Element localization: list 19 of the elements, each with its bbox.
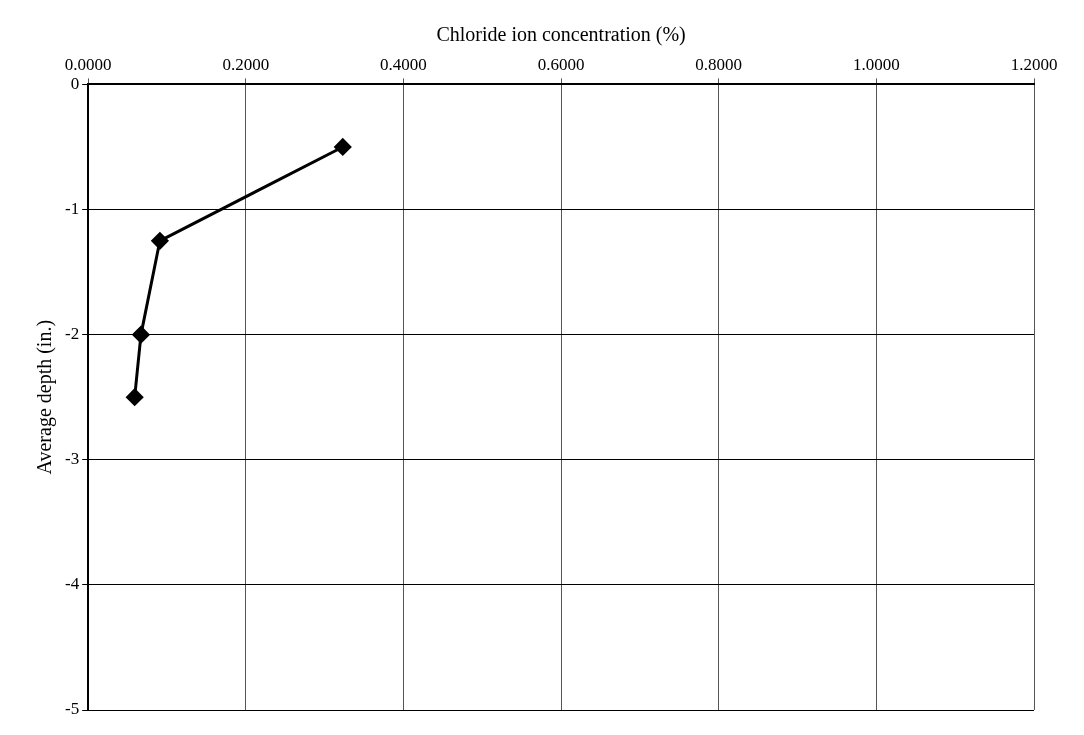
x-tick-label: 1.2000 (1010, 54, 1058, 74)
y-tick-label: -5 (64, 699, 80, 719)
y-tick-label: -3 (64, 449, 80, 469)
y-tick-label: 0 (70, 73, 80, 93)
x-tick-label: 0.6000 (537, 54, 585, 74)
point (132, 326, 150, 344)
point (334, 138, 352, 156)
x-tick-label: 0.4000 (380, 54, 427, 74)
x-tick-label: 0.8000 (695, 54, 743, 74)
x-tick-label: 0.0000 (64, 54, 112, 74)
x-tick-label: 1.0000 (852, 54, 900, 74)
point (151, 232, 169, 250)
point (126, 388, 144, 406)
x-tick-label: 0.2000 (222, 54, 270, 74)
y-axis-title: Average depth (in.) (33, 319, 57, 475)
y-tick-label: -1 (64, 198, 80, 218)
y-tick-label: -4 (64, 574, 80, 594)
y-tick-label: -2 (64, 324, 80, 344)
x-axis-title: Chloride ion concentration (%) (436, 23, 686, 47)
